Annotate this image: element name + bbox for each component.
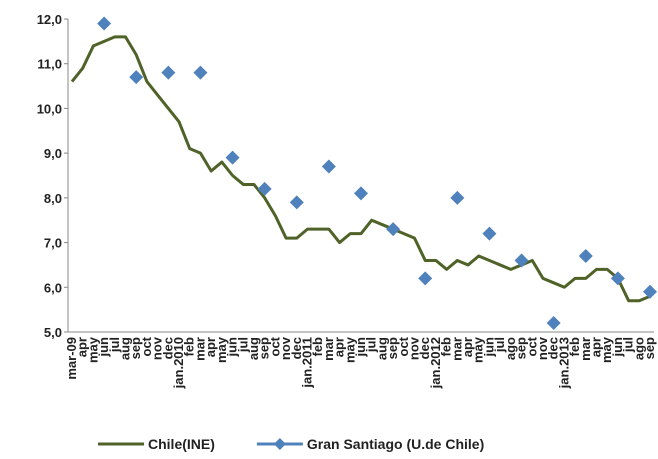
x-tick-label: feb <box>310 337 325 357</box>
x-tick-label: jun <box>610 337 625 358</box>
x-tick-label: apr <box>460 337 475 357</box>
x-tick-label: apr <box>588 337 603 357</box>
legend-label: Chile(INE) <box>148 436 215 452</box>
marker <box>161 65 176 80</box>
marker <box>418 271 433 286</box>
x-tick-label: jul <box>364 337 379 353</box>
x-tick-label: oct <box>524 336 539 356</box>
legend-marker <box>273 438 286 450</box>
x-tick-label: mar-09 <box>64 337 79 380</box>
x-tick-label: apr <box>203 337 218 357</box>
x-tick-label: aug <box>246 337 261 360</box>
x-tick-label: nov <box>278 336 293 360</box>
x-tick-label: dec <box>160 337 175 359</box>
x-tick-label: dec <box>417 337 432 359</box>
marker <box>97 16 112 31</box>
x-tick-label: may <box>85 336 100 363</box>
x-tick-label: may <box>342 336 357 363</box>
marker <box>386 222 401 237</box>
x-tick-label: jun <box>96 337 111 358</box>
x-tick-label: jul <box>235 337 250 353</box>
y-tick-label: 6,0 <box>44 280 62 295</box>
x-tick-label: jun <box>481 337 496 358</box>
marker <box>546 316 561 331</box>
marker <box>257 181 272 196</box>
x-tick-label: nov <box>150 336 165 360</box>
x-tick-label: sep <box>257 337 272 359</box>
x-tick-label: apr <box>332 337 347 357</box>
x-tick-label: dec <box>546 337 561 359</box>
legend-label: Gran Santiago (U.de Chile) <box>307 436 484 452</box>
x-tick-label: feb <box>182 337 197 357</box>
y-tick-label: 8,0 <box>44 191 62 206</box>
marker <box>321 159 336 174</box>
x-tick-label: mar <box>578 337 593 361</box>
marker <box>514 253 529 268</box>
x-tick-label: jan.2013 <box>556 337 571 389</box>
marker <box>193 65 208 80</box>
x-tick-label: may <box>214 336 229 363</box>
y-tick-label: 12,0 <box>37 12 62 27</box>
x-tick-label: may <box>471 336 486 363</box>
x-tick-label: jul <box>107 337 122 353</box>
x-tick-label: mar <box>449 337 464 361</box>
x-tick-label: aug <box>374 337 389 360</box>
x-tick-label: mar <box>192 337 207 361</box>
x-tick-label: mar <box>321 337 336 361</box>
x-tick-label: may <box>599 336 614 363</box>
x-tick-label: ago <box>631 337 646 360</box>
marker <box>482 226 497 241</box>
marker <box>289 195 304 210</box>
x-tick-label: feb <box>567 337 582 357</box>
y-tick-label: 5,0 <box>44 325 62 340</box>
series-line <box>70 35 651 303</box>
x-tick-label: oct <box>139 336 154 356</box>
y-tick-label: 7,0 <box>44 236 62 251</box>
x-tick-label: ago <box>503 337 518 360</box>
x-tick-label: sep <box>514 337 529 359</box>
marker <box>578 248 593 263</box>
marker <box>354 186 368 201</box>
x-tick-label: sep <box>642 337 657 359</box>
x-tick-label: jun <box>353 337 368 358</box>
x-tick-label: dec <box>289 337 304 359</box>
x-tick-label: jan.2011 <box>299 337 314 389</box>
x-tick-label: oct <box>396 336 411 356</box>
x-tick-label: apr <box>75 337 90 357</box>
x-tick-label: jun <box>225 337 240 358</box>
x-tick-label: aug <box>118 337 133 360</box>
y-tick-label: 10,0 <box>37 101 62 116</box>
x-tick-label: jan.2010 <box>171 337 186 389</box>
marker <box>643 284 657 299</box>
x-tick-label: jul <box>621 337 636 353</box>
marker <box>610 271 625 286</box>
y-tick-label: 11,0 <box>37 57 62 72</box>
marker <box>450 190 465 205</box>
x-tick-label: sep <box>128 337 143 359</box>
x-tick-label: jul <box>492 337 507 353</box>
marker <box>225 150 240 165</box>
marker <box>129 70 144 85</box>
y-tick-label: 9,0 <box>44 146 62 161</box>
x-tick-label: jan.2012 <box>428 337 443 389</box>
x-tick-label: oct <box>267 336 282 356</box>
x-tick-label: nov <box>407 336 422 360</box>
x-tick-label: feb <box>439 337 454 357</box>
x-tick-label: sep <box>385 337 400 359</box>
x-tick-label: nov <box>535 336 550 360</box>
